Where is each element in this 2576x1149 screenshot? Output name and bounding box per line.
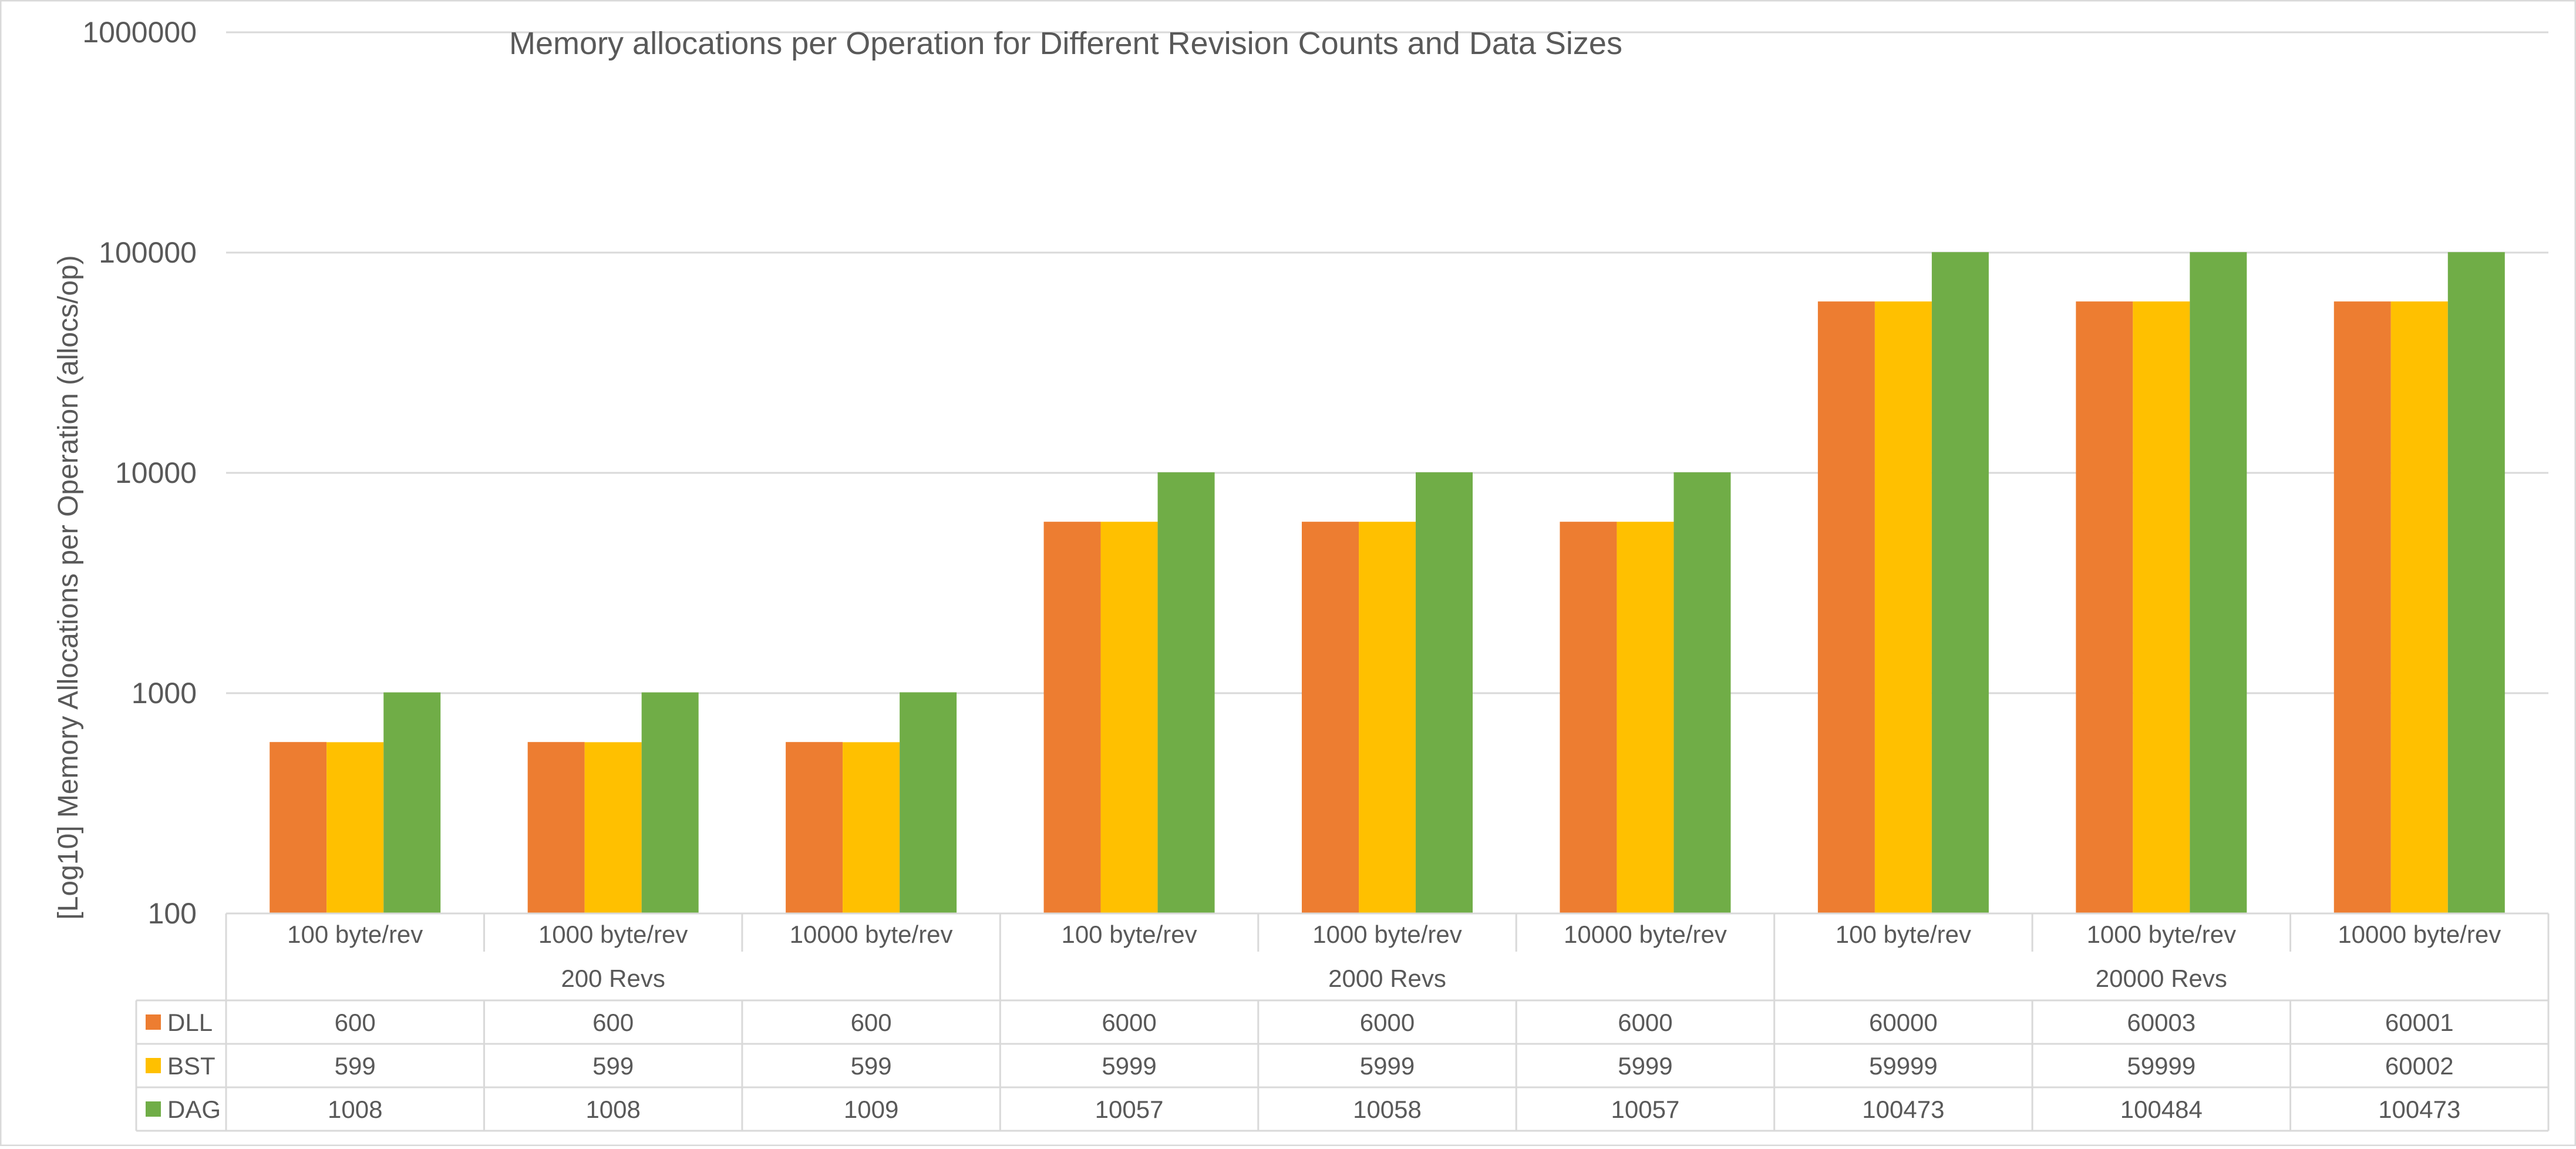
data-label: 599 <box>851 1052 892 1080</box>
bar-bst <box>2133 301 2190 913</box>
bar-dag <box>1931 252 1989 914</box>
bar-dag <box>900 692 957 913</box>
data-label: 60002 <box>2385 1052 2454 1080</box>
legend-entry: DLL <box>167 1009 213 1036</box>
data-label: 600 <box>592 1009 634 1036</box>
y-tick-label: 100000 <box>99 236 197 269</box>
bar-bst <box>1617 522 1674 913</box>
data-label: 6000 <box>1360 1009 1415 1036</box>
bar-bst <box>843 742 900 913</box>
bar-dll <box>270 742 327 913</box>
bar-bst <box>326 742 384 913</box>
bar-bst <box>2390 301 2448 913</box>
data-label: 1009 <box>844 1096 898 1123</box>
data-label: 10057 <box>1611 1096 1680 1123</box>
bar-bst <box>1874 301 1932 913</box>
data-label: 1008 <box>328 1096 382 1123</box>
x-category-label: 1000 byte/rev <box>538 920 688 948</box>
bar-bst <box>1359 522 1416 913</box>
bar-dll <box>1560 522 1617 913</box>
legend-key-dag <box>146 1101 161 1117</box>
legend-entry: DAG <box>167 1096 221 1123</box>
data-label: 599 <box>592 1052 634 1080</box>
data-label: 6000 <box>1618 1009 1672 1036</box>
data-label: 100473 <box>2378 1096 2460 1123</box>
bar-dll <box>1817 301 1875 913</box>
y-axis-label: [Log10] Memory Allocations per Operation… <box>53 255 84 919</box>
data-table: 100 byte/rev 1000 byte/rev 10000 byte/rev 1… <box>135 912 2550 1132</box>
bar-dag <box>383 692 441 913</box>
bars <box>270 252 2505 914</box>
x-group-label: 20000 Revs <box>2096 965 2227 992</box>
bar-dll <box>527 742 585 913</box>
data-label: 100484 <box>2120 1096 2203 1123</box>
data-label: 5999 <box>1102 1052 1156 1080</box>
y-axis-ticks: 100 1000 10000 100000 1000000 <box>82 16 197 930</box>
x-category-label: 100 byte/rev <box>1836 920 1971 948</box>
x-category-label: 10000 byte/rev <box>1564 920 1727 948</box>
data-label: 60003 <box>2127 1009 2196 1036</box>
legend-entry: BST <box>167 1052 215 1080</box>
data-label: 10057 <box>1095 1096 1164 1123</box>
legend-key-bst <box>146 1058 161 1073</box>
y-tick-label: 10000 <box>115 456 197 489</box>
bar-dag <box>2190 252 2247 914</box>
bar-dag <box>1157 472 1215 913</box>
y-tick-label: 1000000 <box>82 16 197 49</box>
bar-dag <box>1416 472 1473 913</box>
bar-dll <box>1302 522 1359 913</box>
bar-dll <box>1043 522 1101 913</box>
data-label: 6000 <box>1102 1009 1156 1036</box>
x-category-label: 1000 byte/rev <box>1312 920 1462 948</box>
data-label: 59999 <box>2127 1052 2196 1080</box>
data-label: 599 <box>335 1052 376 1080</box>
data-label: 60001 <box>2385 1009 2454 1036</box>
x-category-label: 1000 byte/rev <box>2087 920 2237 948</box>
x-category-label: 10000 byte/rev <box>790 920 953 948</box>
x-category-label: 100 byte/rev <box>287 920 423 948</box>
data-label: 5999 <box>1618 1052 1672 1080</box>
legend-key-dll <box>146 1014 161 1030</box>
data-label: 600 <box>851 1009 892 1036</box>
bar-dag <box>641 692 699 913</box>
data-label: 1008 <box>585 1096 640 1123</box>
bar-dag <box>2447 252 2505 914</box>
bar-bst <box>1100 522 1158 913</box>
y-tick-label: 1000 <box>132 677 197 710</box>
data-label: 5999 <box>1360 1052 1415 1080</box>
x-group-label: 2000 Revs <box>1328 965 1446 992</box>
x-category-label: 100 byte/rev <box>1061 920 1197 948</box>
bar-dll <box>2333 301 2391 913</box>
data-label: 600 <box>335 1009 376 1036</box>
data-label: 100473 <box>1862 1096 1944 1123</box>
data-label: 10058 <box>1353 1096 1422 1123</box>
bar-dll <box>2076 301 2133 914</box>
y-tick-label: 100 <box>148 897 197 930</box>
data-label: 60000 <box>1869 1009 1938 1036</box>
bar-bst <box>584 742 642 913</box>
x-category-label: 10000 byte/rev <box>2338 920 2501 948</box>
x-group-label: 200 Revs <box>561 965 665 992</box>
data-label: 59999 <box>1869 1052 1938 1080</box>
chart-title: Memory allocations per Operation for Dif… <box>509 26 1622 61</box>
bar-dag <box>1673 472 1731 913</box>
bar-dll <box>786 742 843 913</box>
